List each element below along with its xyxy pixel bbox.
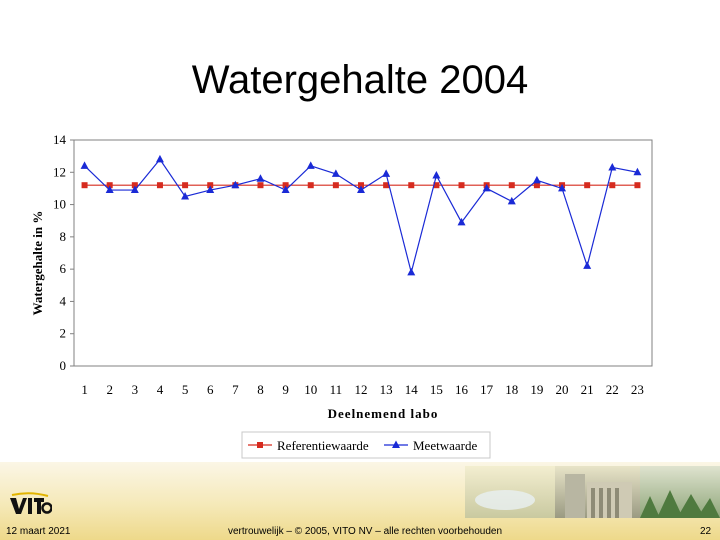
referentiewaarde-point [81, 182, 88, 189]
x-tick-label: 15 [430, 382, 443, 397]
y-axis-label: Watergehalte in % [30, 211, 45, 316]
referentiewaarde-point [257, 182, 264, 189]
x-tick-label: 8 [257, 382, 264, 397]
referentiewaarde-point [106, 182, 113, 189]
meetwaarde-point [105, 185, 114, 194]
y-tick-label: 14 [53, 132, 67, 147]
meetwaarde-point [407, 267, 416, 276]
legend-marker-meetwaarde [392, 440, 400, 448]
meetwaarde-point [181, 192, 190, 200]
meetwaarde-point [532, 175, 541, 184]
meetwaarde-point [482, 183, 491, 192]
legend-label-meetwaarde: Meetwaarde [413, 438, 477, 453]
x-tick-label: 13 [380, 382, 393, 397]
referentiewaarde-point [332, 182, 339, 189]
y-tick-label: 6 [60, 261, 67, 276]
referentiewaarde-point [131, 182, 138, 189]
meetwaarde-point [206, 185, 215, 194]
meetwaarde-point [432, 171, 441, 179]
referentiewaarde-point [609, 182, 616, 189]
referentiewaarde-point [584, 182, 591, 189]
meetwaarde-point [633, 167, 642, 176]
x-tick-label: 6 [207, 382, 214, 397]
x-tick-label: 16 [455, 382, 469, 397]
referentiewaarde-point [307, 182, 314, 189]
referentiewaarde-point [207, 182, 214, 189]
x-tick-label: 3 [132, 382, 139, 397]
meetwaarde-point [558, 183, 567, 192]
meetwaarde-point [507, 196, 516, 205]
meetwaarde-point [80, 161, 89, 169]
x-tick-label: 12 [355, 382, 368, 397]
footer-photo-strip [465, 466, 720, 518]
referentiewaarde-point [383, 182, 390, 189]
x-tick-label: 20 [556, 382, 569, 397]
x-tick-label: 23 [631, 382, 644, 397]
meetwaarde-point [256, 174, 265, 182]
y-tick-label: 12 [53, 164, 66, 179]
x-tick-label: 18 [505, 382, 518, 397]
x-tick-label: 1 [81, 382, 88, 397]
footer-date: 12 maart 2021 [6, 526, 71, 537]
meetwaarde-point [382, 169, 391, 177]
x-tick-label: 19 [530, 382, 543, 397]
meetwaarde-point [357, 185, 365, 194]
y-tick-label: 0 [60, 358, 67, 373]
plot-area [73, 139, 653, 367]
referentiewaarde-point [182, 182, 189, 189]
x-tick-label: 11 [330, 382, 343, 397]
y-tick-label: 2 [60, 326, 67, 341]
referentiewaarde-point [156, 182, 163, 189]
y-tick-label: 4 [60, 293, 67, 308]
referentiewaarde-point [533, 182, 540, 189]
referentiewaarde-point [458, 182, 465, 189]
chart-area: 0 2 4 6 8 10 12 14 1 2 3 4 5 6 7 8 9 10 11 12 13 14 15 16 17 18 19… [18, 126, 660, 466]
footer-confidential: vertrouwelijk – © 2005, VITO NV – alle r… [228, 526, 503, 537]
y-tick-label: 8 [60, 229, 67, 244]
meetwaarde-point [281, 185, 290, 194]
page-number: 22 [700, 526, 712, 537]
meetwaarde-point [130, 185, 139, 194]
x-tick-label: 17 [480, 382, 494, 397]
vito-logo [10, 492, 52, 514]
referentiewaarde-point [433, 182, 440, 189]
x-tick-label: 5 [182, 382, 189, 397]
meetwaarde-point [583, 261, 592, 269]
referentiewaarde-point [634, 182, 641, 189]
x-tick-label: 14 [405, 382, 419, 397]
referentiewaarde-point [282, 182, 289, 189]
referentiewaarde-point [408, 182, 415, 189]
meetwaarde-point [306, 161, 315, 169]
x-tick-label: 9 [282, 382, 289, 397]
x-tick-label: 21 [581, 382, 594, 397]
meetwaarde-point [331, 169, 340, 177]
legend-marker-referentiewaarde [257, 442, 263, 448]
referentiewaarde-point [358, 182, 364, 189]
x-tick-label: 7 [232, 382, 239, 397]
x-axis-label: Deelnemend labo [328, 406, 439, 421]
meetwaarde-point [231, 180, 240, 189]
x-tick-label: 2 [106, 382, 113, 397]
x-tick-label: 10 [304, 382, 317, 397]
legend-box [241, 431, 491, 459]
x-tick-label: 4 [157, 382, 164, 397]
meetwaarde-point [457, 217, 466, 226]
meetwaarde-point [608, 162, 617, 171]
referentiewaarde-point [508, 182, 515, 189]
y-tick-label: 10 [53, 197, 66, 212]
meetwaarde-point [155, 154, 164, 163]
legend-label-referentiewaarde: Referentiewaarde [277, 438, 369, 453]
x-tick-label: 22 [606, 382, 619, 397]
slide-title: Watergehalte 2004 [191, 58, 529, 102]
